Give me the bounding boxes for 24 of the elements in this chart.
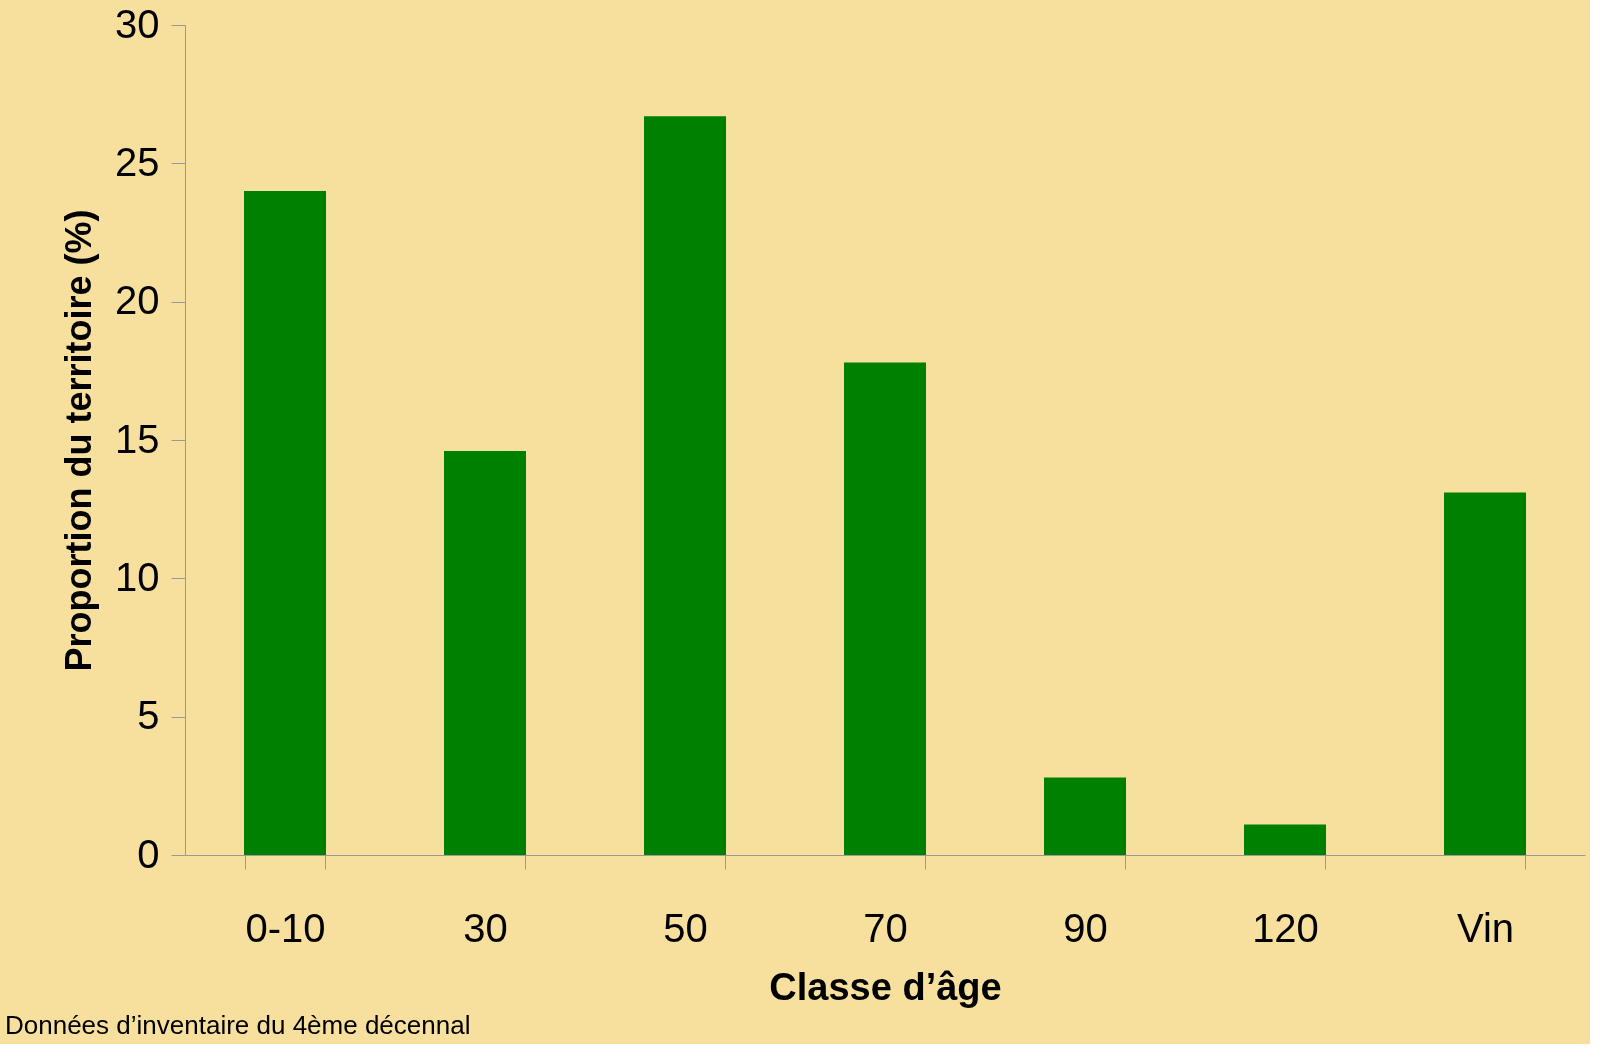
y-axis-title: Proportion du territoire (%): [58, 209, 100, 672]
x-tick-label: 120: [1252, 905, 1319, 950]
bar: [644, 116, 726, 855]
y-tick-label: 20: [115, 278, 160, 323]
bar: [244, 191, 326, 855]
y-tick-label: 0: [137, 831, 160, 876]
bar: [1444, 492, 1526, 855]
y-tick-label: 15: [115, 416, 160, 461]
x-tick-label: Vin: [1456, 905, 1515, 950]
y-tick-label: 25: [115, 139, 160, 184]
x-tick-label: 0-10: [245, 905, 326, 950]
text: Données d’inventaire du 4ème décennal: [5, 1010, 471, 1040]
bar: [1244, 824, 1326, 855]
bar: [844, 362, 926, 855]
bar: [444, 451, 526, 855]
y-tick-label: 10: [115, 554, 160, 599]
y-tick-label: 30: [115, 1, 160, 46]
x-tick-label: 90: [1063, 905, 1108, 950]
x-tick-label: 50: [663, 905, 708, 950]
x-tick-label: 70: [863, 905, 908, 950]
y-tick-label: 5: [137, 693, 160, 738]
x-tick-label: 30: [463, 905, 508, 950]
bar: [1044, 777, 1126, 855]
x-axis-title: Classe d’âge: [769, 965, 1002, 1008]
